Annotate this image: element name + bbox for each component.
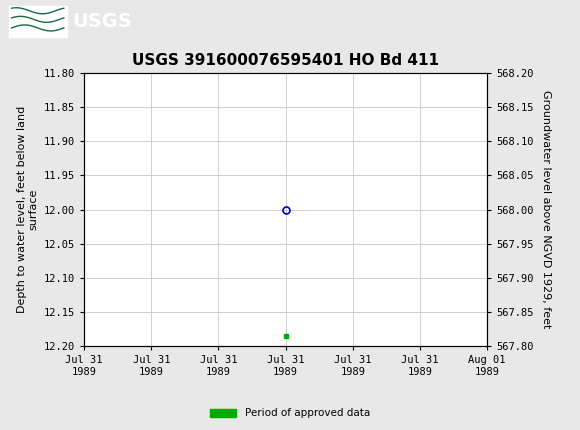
Legend: Period of approved data: Period of approved data <box>206 404 374 423</box>
Text: USGS: USGS <box>72 12 132 31</box>
FancyBboxPatch shape <box>9 6 67 37</box>
Title: USGS 391600076595401 HO Bd 411: USGS 391600076595401 HO Bd 411 <box>132 53 439 68</box>
Y-axis label: Groundwater level above NGVD 1929, feet: Groundwater level above NGVD 1929, feet <box>541 90 550 329</box>
Y-axis label: Depth to water level, feet below land
surface: Depth to water level, feet below land su… <box>17 106 38 313</box>
